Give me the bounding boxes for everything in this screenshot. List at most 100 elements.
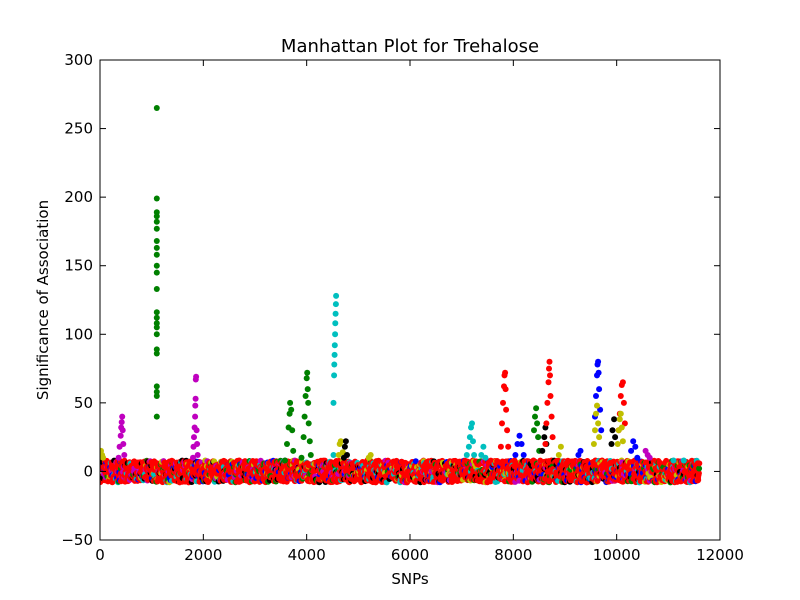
x-tick-label: 0	[95, 546, 105, 564]
data-point	[531, 427, 537, 434]
series-22	[642, 447, 653, 461]
data-point	[611, 416, 618, 423]
data-point	[306, 438, 313, 445]
data-point	[539, 447, 546, 454]
data-point	[502, 369, 509, 376]
data-point	[466, 434, 473, 441]
data-point	[463, 452, 470, 458]
data-point	[646, 454, 653, 461]
data-point	[153, 251, 160, 258]
series-4	[282, 369, 314, 464]
y-tick-label: 200	[64, 188, 93, 206]
data-point	[153, 238, 160, 244]
x-tick-label: 12000	[696, 546, 744, 564]
data-point	[612, 434, 619, 441]
data-point	[153, 244, 160, 251]
data-point	[290, 447, 297, 454]
data-point	[342, 438, 349, 445]
series-0	[100, 447, 107, 461]
data-point	[512, 452, 519, 458]
data-point	[469, 420, 475, 427]
data-point	[547, 372, 553, 379]
data-point	[331, 351, 338, 358]
series-7	[340, 438, 350, 461]
data-point	[307, 452, 314, 458]
series-11	[512, 432, 527, 458]
x-tick-label: 8000	[494, 546, 532, 564]
data-point	[153, 195, 160, 202]
data-point	[304, 386, 311, 393]
series-8	[365, 452, 374, 461]
data-point	[544, 399, 551, 406]
data-point	[632, 443, 639, 450]
data-point	[190, 454, 196, 461]
data-point	[634, 454, 641, 461]
data-point	[298, 454, 305, 461]
data-point	[153, 269, 160, 276]
data-point	[614, 441, 621, 447]
data-point	[514, 441, 521, 447]
data-point	[532, 413, 538, 420]
series-6	[335, 438, 346, 458]
data-point	[100, 454, 107, 461]
series-18	[608, 416, 619, 447]
data-point	[482, 454, 489, 461]
series-12	[531, 405, 543, 454]
data-point	[341, 443, 348, 450]
data-point	[595, 369, 602, 376]
data-point	[153, 218, 160, 225]
data-point	[304, 369, 311, 376]
data-point	[153, 331, 160, 338]
data-point	[153, 286, 160, 292]
x-tick-label: 2000	[184, 546, 222, 564]
data-point	[533, 405, 540, 412]
y-tick-label: 0	[83, 462, 93, 480]
series-5	[330, 292, 340, 458]
data-point	[330, 452, 337, 458]
data-point	[621, 420, 628, 427]
data-point	[597, 406, 604, 413]
data-point	[500, 399, 506, 406]
data-point	[153, 314, 160, 321]
data-point	[337, 438, 344, 445]
data-point	[153, 225, 160, 232]
data-point	[549, 434, 556, 441]
data-point	[470, 438, 476, 445]
x-tick-label: 10000	[593, 546, 641, 564]
series-20	[614, 410, 626, 447]
y-tick-label: 300	[64, 51, 93, 69]
data-point	[153, 346, 160, 353]
data-point	[590, 441, 597, 447]
x-axis-title: SNPs	[391, 570, 429, 588]
data-point	[505, 443, 512, 450]
chart-title: Manhattan Plot for Trehalose	[281, 36, 539, 57]
data-point	[282, 457, 288, 464]
data-point	[153, 209, 160, 216]
data-point	[153, 105, 160, 111]
data-point	[119, 427, 126, 434]
baseline-point	[696, 465, 703, 472]
data-point	[193, 427, 200, 434]
data-point	[153, 413, 160, 420]
data-point	[192, 402, 199, 409]
data-point	[367, 452, 374, 458]
data-point	[153, 388, 160, 395]
data-point	[502, 386, 509, 393]
data-point	[520, 452, 527, 458]
data-point	[616, 416, 623, 423]
data-point	[471, 452, 478, 458]
series-1	[115, 413, 128, 461]
x-axis: 0 2000 4000 6000 8000 10000 12000	[95, 60, 744, 564]
data-point	[194, 452, 201, 458]
plot-area	[100, 105, 703, 486]
data-point	[546, 365, 552, 372]
data-point	[115, 454, 122, 461]
data-point	[594, 402, 600, 409]
data-point	[284, 441, 290, 447]
x-tick-label: 6000	[391, 546, 429, 564]
baseline-points	[100, 457, 703, 486]
data-point	[153, 324, 160, 331]
data-point	[535, 434, 542, 441]
